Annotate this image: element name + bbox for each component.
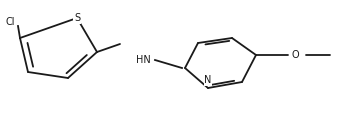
Text: Cl: Cl: [6, 17, 15, 27]
Text: HN: HN: [136, 55, 151, 65]
Text: O: O: [291, 50, 299, 60]
Text: S: S: [74, 13, 80, 23]
Text: N: N: [204, 75, 212, 85]
